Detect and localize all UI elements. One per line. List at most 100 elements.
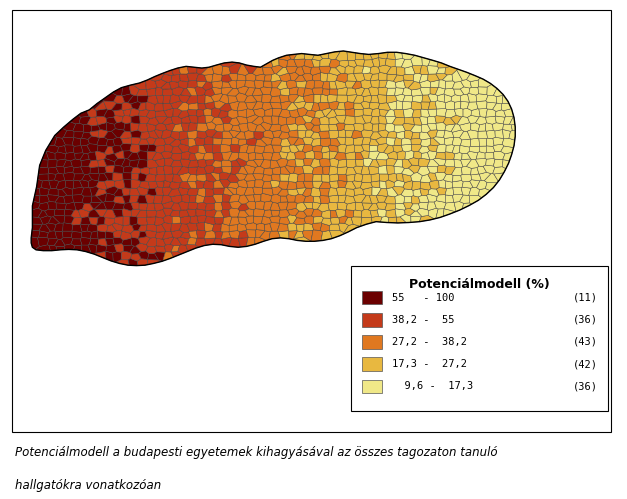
Polygon shape	[386, 180, 394, 189]
Polygon shape	[229, 73, 238, 81]
Polygon shape	[310, 159, 320, 168]
Polygon shape	[90, 239, 98, 246]
Polygon shape	[428, 60, 438, 66]
Polygon shape	[467, 151, 478, 160]
Polygon shape	[146, 217, 156, 225]
Polygon shape	[218, 110, 228, 118]
Polygon shape	[451, 95, 461, 102]
Polygon shape	[270, 202, 280, 210]
Polygon shape	[454, 202, 463, 212]
Polygon shape	[297, 173, 304, 182]
Polygon shape	[436, 144, 446, 152]
Polygon shape	[171, 230, 184, 238]
Polygon shape	[287, 59, 297, 67]
Polygon shape	[113, 95, 125, 103]
Polygon shape	[198, 159, 206, 168]
Polygon shape	[261, 137, 273, 145]
Polygon shape	[123, 217, 130, 226]
Polygon shape	[330, 217, 340, 224]
Polygon shape	[419, 216, 435, 222]
Polygon shape	[55, 152, 66, 160]
Polygon shape	[187, 131, 198, 139]
Polygon shape	[171, 160, 182, 167]
Polygon shape	[204, 137, 213, 145]
Polygon shape	[310, 67, 321, 75]
Polygon shape	[338, 195, 346, 203]
Polygon shape	[121, 251, 132, 260]
Polygon shape	[388, 174, 397, 183]
Polygon shape	[96, 109, 108, 116]
Polygon shape	[113, 231, 122, 238]
Polygon shape	[97, 145, 108, 153]
Polygon shape	[405, 209, 415, 216]
Polygon shape	[410, 204, 420, 211]
Polygon shape	[288, 137, 298, 145]
Polygon shape	[345, 66, 354, 74]
Polygon shape	[88, 245, 97, 254]
Polygon shape	[181, 88, 191, 96]
Polygon shape	[452, 70, 463, 82]
Polygon shape	[329, 117, 339, 124]
Polygon shape	[172, 146, 182, 153]
Polygon shape	[245, 131, 254, 140]
Polygon shape	[229, 63, 241, 73]
Polygon shape	[65, 209, 75, 216]
Polygon shape	[478, 78, 492, 87]
Polygon shape	[420, 175, 431, 183]
Polygon shape	[501, 146, 514, 154]
Polygon shape	[445, 109, 456, 118]
Polygon shape	[172, 87, 184, 96]
Polygon shape	[229, 194, 240, 202]
Polygon shape	[154, 138, 166, 146]
Polygon shape	[168, 189, 181, 197]
Polygon shape	[322, 89, 330, 96]
Polygon shape	[298, 130, 306, 138]
Polygon shape	[369, 195, 379, 204]
Polygon shape	[131, 115, 140, 124]
Polygon shape	[130, 123, 139, 132]
Polygon shape	[362, 203, 372, 210]
Polygon shape	[48, 195, 59, 202]
Polygon shape	[303, 94, 314, 102]
Polygon shape	[479, 146, 487, 153]
Polygon shape	[430, 138, 440, 146]
Polygon shape	[128, 95, 138, 104]
Polygon shape	[403, 174, 412, 183]
Polygon shape	[470, 80, 479, 87]
Polygon shape	[255, 139, 267, 147]
Polygon shape	[130, 160, 139, 168]
Polygon shape	[54, 223, 63, 231]
Polygon shape	[387, 52, 396, 59]
Polygon shape	[80, 238, 91, 245]
Polygon shape	[214, 124, 224, 132]
Polygon shape	[230, 144, 240, 153]
Polygon shape	[320, 116, 329, 125]
Polygon shape	[197, 216, 207, 223]
Polygon shape	[115, 122, 125, 130]
Polygon shape	[479, 172, 491, 181]
Polygon shape	[197, 67, 208, 74]
Polygon shape	[329, 68, 341, 75]
Polygon shape	[221, 232, 231, 239]
Polygon shape	[314, 216, 324, 223]
Polygon shape	[436, 123, 446, 130]
Polygon shape	[293, 231, 304, 239]
Polygon shape	[400, 215, 411, 223]
Polygon shape	[253, 194, 261, 202]
Polygon shape	[177, 166, 189, 175]
Polygon shape	[336, 187, 347, 196]
Polygon shape	[337, 73, 348, 82]
Polygon shape	[443, 117, 455, 125]
Polygon shape	[479, 108, 487, 117]
Polygon shape	[253, 108, 265, 117]
Polygon shape	[503, 109, 514, 117]
Polygon shape	[371, 181, 380, 188]
Polygon shape	[147, 188, 157, 196]
Polygon shape	[130, 108, 140, 116]
Polygon shape	[330, 151, 338, 159]
Polygon shape	[371, 174, 380, 182]
Polygon shape	[131, 137, 141, 144]
Polygon shape	[54, 239, 65, 247]
Polygon shape	[444, 130, 454, 138]
Polygon shape	[206, 189, 214, 197]
